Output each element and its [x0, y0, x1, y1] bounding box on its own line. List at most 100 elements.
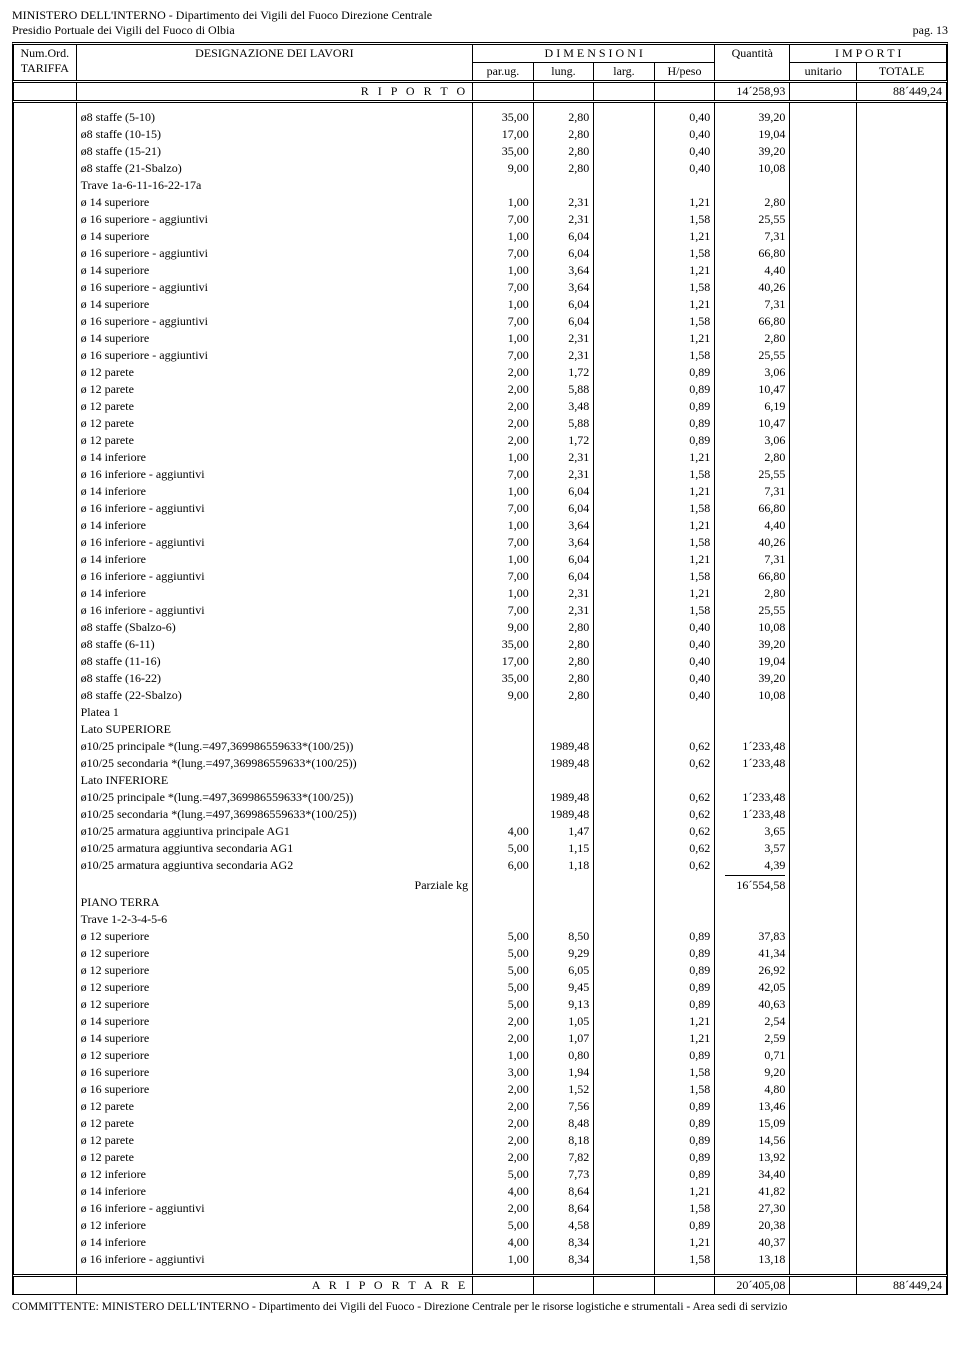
row-hpeso: 1,21 — [654, 449, 715, 466]
row-larg — [594, 1098, 655, 1115]
table-row: ø10/25 secondaria *(lung.=497,3699865596… — [14, 755, 947, 772]
row-parug — [473, 772, 534, 789]
row-lung: 3,64 — [533, 279, 594, 296]
row-desc: ø 14 inferiore — [76, 483, 473, 500]
row-hpeso: 1,21 — [654, 1013, 715, 1030]
row-desc: ø 16 superiore - aggiuntivi — [76, 313, 473, 330]
row-parug: 2,00 — [473, 1149, 534, 1166]
row-hpeso: 1,21 — [654, 1234, 715, 1251]
row-larg — [594, 313, 655, 330]
row-desc: Platea 1 — [76, 704, 473, 721]
table-row: ø 16 inferiore - aggiuntivi7,002,311,582… — [14, 466, 947, 483]
table-row: ø 12 inferiore5,004,580,8920,38 — [14, 1217, 947, 1234]
row-hpeso: 0,62 — [654, 789, 715, 806]
row-parug: 7,00 — [473, 534, 534, 551]
row-hpeso: 0,62 — [654, 806, 715, 823]
row-larg — [594, 449, 655, 466]
table-row: ø 16 superiore2,001,521,584,80 — [14, 1081, 947, 1098]
row-parug: 5,00 — [473, 1217, 534, 1234]
row-desc: ø 14 inferiore — [76, 585, 473, 602]
row-lung: 1,15 — [533, 840, 594, 857]
row-qty — [715, 721, 790, 738]
col-tariffa-2: TARIFFA — [21, 61, 69, 75]
footer: COMMITTENTE: MINISTERO DELL'INTERNO - Di… — [12, 1301, 948, 1313]
row-qty: 1´233,48 — [715, 789, 790, 806]
row-parug: 1,00 — [473, 585, 534, 602]
row-parug: 1,00 — [473, 330, 534, 347]
table-row: ø8 staffe (10-15)17,002,800,4019,04 — [14, 126, 947, 143]
row-hpeso: 0,62 — [654, 738, 715, 755]
row-qty: 66,80 — [715, 313, 790, 330]
row-desc: ø 12 parete — [76, 1149, 473, 1166]
row-desc: ø8 staffe (15-21) — [76, 143, 473, 160]
row-lung: 1,94 — [533, 1064, 594, 1081]
row-desc: ø8 staffe (6-11) — [76, 636, 473, 653]
row-hpeso: 0,62 — [654, 823, 715, 840]
row-desc: ø 12 superiore — [76, 996, 473, 1013]
row-hpeso: 1,21 — [654, 330, 715, 347]
table-row: ø 16 superiore - aggiuntivi7,006,041,586… — [14, 313, 947, 330]
row-parug: 1,00 — [473, 228, 534, 245]
riporto-label: R I P O R T O — [76, 82, 473, 102]
row-larg — [594, 534, 655, 551]
parziale-label: Parziale kg — [76, 877, 473, 894]
table-row: ø10/25 principale *(lung.=497,3699865596… — [14, 738, 947, 755]
row-larg — [594, 551, 655, 568]
row-qty: 25,55 — [715, 211, 790, 228]
row-hpeso: 0,62 — [654, 857, 715, 874]
row-larg — [594, 466, 655, 483]
row-hpeso: 1,58 — [654, 1251, 715, 1268]
row-hpeso: 0,89 — [654, 1047, 715, 1064]
row-larg — [594, 857, 655, 874]
row-qty: 14,56 — [715, 1132, 790, 1149]
row-qty: 42,05 — [715, 979, 790, 996]
row-parug: 3,00 — [473, 1064, 534, 1081]
row-hpeso — [654, 911, 715, 928]
row-parug — [473, 894, 534, 911]
row-parug: 2,00 — [473, 1132, 534, 1149]
row-parug: 7,00 — [473, 347, 534, 364]
row-qty: 19,04 — [715, 653, 790, 670]
row-hpeso: 0,89 — [654, 432, 715, 449]
row-hpeso — [654, 894, 715, 911]
row-desc: ø 12 parete — [76, 381, 473, 398]
row-lung: 0,80 — [533, 1047, 594, 1064]
parziale-row: Parziale kg16´554,58 — [14, 877, 947, 894]
row-lung: 9,29 — [533, 945, 594, 962]
row-desc: ø 14 superiore — [76, 330, 473, 347]
row-qty: 37,83 — [715, 928, 790, 945]
row-hpeso: 1,58 — [654, 602, 715, 619]
row-larg — [594, 1064, 655, 1081]
row-lung: 6,04 — [533, 313, 594, 330]
row-qty: 7,31 — [715, 296, 790, 313]
table-row: ø10/25 armatura aggiuntiva principale AG… — [14, 823, 947, 840]
row-qty: 66,80 — [715, 568, 790, 585]
row-parug: 17,00 — [473, 653, 534, 670]
row-hpeso: 0,40 — [654, 126, 715, 143]
row-qty: 41,82 — [715, 1183, 790, 1200]
row-qty: 3,06 — [715, 364, 790, 381]
row-parug — [473, 721, 534, 738]
row-lung: 1,72 — [533, 432, 594, 449]
col-designazione: DESIGNAZIONE DEI LAVORI — [76, 45, 473, 82]
row-larg — [594, 1149, 655, 1166]
row-larg — [594, 738, 655, 755]
row-lung: 2,80 — [533, 126, 594, 143]
row-desc: ø 16 inferiore - aggiuntivi — [76, 500, 473, 517]
row-hpeso: 0,40 — [654, 687, 715, 704]
row-larg — [594, 126, 655, 143]
row-parug: 9,00 — [473, 687, 534, 704]
row-parug: 5,00 — [473, 928, 534, 945]
row-hpeso: 1,58 — [654, 313, 715, 330]
row-larg — [594, 789, 655, 806]
row-lung: 1989,48 — [533, 755, 594, 772]
row-lung: 9,45 — [533, 979, 594, 996]
row-hpeso: 1,58 — [654, 1081, 715, 1098]
row-parug — [473, 177, 534, 194]
row-hpeso: 0,89 — [654, 1115, 715, 1132]
row-lung: 6,04 — [533, 296, 594, 313]
row-desc: ø 14 superiore — [76, 262, 473, 279]
row-lung: 3,64 — [533, 517, 594, 534]
row-parug: 35,00 — [473, 109, 534, 126]
row-larg — [594, 1217, 655, 1234]
